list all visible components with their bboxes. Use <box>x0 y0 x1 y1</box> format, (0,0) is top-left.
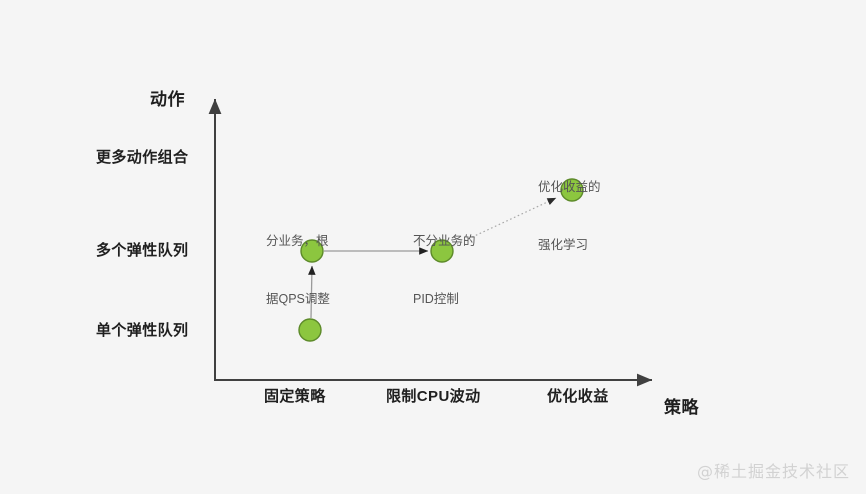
y-tick-label-multi-elastic-queue: 多个弹性队列 <box>96 242 189 259</box>
node-fixed-single-queue[interactable] <box>298 318 322 342</box>
y-tick-label-more-action-combo: 更多动作组合 <box>96 149 189 166</box>
x-tick-label-optimize-revenue: 优化收益 <box>547 388 609 405</box>
node-note-reinforcement-learning: 优化收益的 强化学习 <box>538 139 601 294</box>
node-note-line-2: 强化学习 <box>538 237 589 252</box>
x-tick-label-fixed-strategy: 固定策略 <box>264 388 326 405</box>
node-pid-control[interactable] <box>430 239 454 263</box>
node-note-qps-multi-queue: 分业务，根 据QPS调整 <box>266 193 330 348</box>
y-tick-label-single-elastic-queue: 单个弹性队列 <box>96 322 189 339</box>
node-reinforcement-learning[interactable] <box>560 178 584 202</box>
connector-up <box>308 265 316 319</box>
x-axis-title: 策略 <box>664 398 699 417</box>
node-qps-multi-queue[interactable] <box>300 239 324 263</box>
x-tick-label-limit-cpu-fluctuation: 限制CPU波动 <box>386 388 481 405</box>
watermark: @稀土掘金技术社区 <box>696 462 850 481</box>
node-note-line-1: 分业务，根 <box>266 233 329 248</box>
node-note-line-2: PID控制 <box>413 291 459 306</box>
node-note-pid-control: 不分业务的 PID控制 <box>413 193 476 348</box>
y-axis-title: 动作 <box>150 90 185 109</box>
node-note-line-1: 不分业务的 <box>413 233 476 248</box>
node-note-line-2: 据QPS调整 <box>266 291 330 306</box>
node-note-line-1: 优化收益的 <box>538 179 601 194</box>
